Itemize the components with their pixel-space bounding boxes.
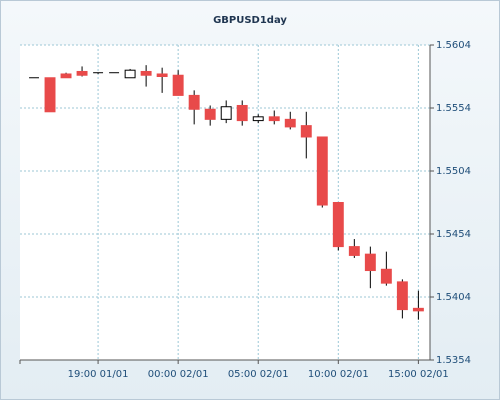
candle-body	[252, 116, 264, 122]
y-tick-label: 1.5454	[436, 229, 471, 240]
x-tick-label: 10:00 02/01	[308, 369, 369, 380]
candle-body	[316, 136, 328, 206]
y-tick-label: 1.5354	[436, 355, 471, 366]
candle-body	[396, 281, 408, 311]
x-tick-label: 19:00 01/01	[68, 369, 129, 380]
candle-body	[284, 118, 296, 128]
x-tick-label: 00:00 02/01	[148, 369, 209, 380]
candle-body	[204, 108, 216, 120]
candle-body	[348, 246, 360, 256]
candle-body	[220, 106, 232, 120]
candle-body	[332, 202, 344, 248]
y-tick-label: 1.5554	[436, 103, 471, 114]
candle-body	[300, 125, 312, 138]
candle-body	[76, 70, 88, 76]
candle-body	[412, 307, 424, 312]
chart-title: GBPUSD1day	[213, 15, 287, 26]
candle-body	[188, 94, 200, 110]
candle-body	[172, 74, 184, 96]
y-tick-label: 1.5404	[436, 292, 471, 303]
candle-body	[124, 69, 136, 79]
candle-body	[44, 77, 56, 113]
y-tick-label: 1.5604	[436, 40, 471, 51]
candle-body	[140, 70, 152, 76]
candle-body	[268, 116, 280, 122]
candle-body	[156, 73, 168, 78]
x-tick-label: 05:00 02/01	[228, 369, 289, 380]
candle-body	[380, 268, 392, 284]
x-tick-label: 15:00 02/01	[388, 369, 449, 380]
y-tick-label: 1.5504	[436, 166, 471, 177]
plot-area	[20, 45, 430, 360]
candle-body	[364, 253, 376, 272]
candle-body	[60, 73, 72, 79]
candle-body	[236, 104, 248, 122]
